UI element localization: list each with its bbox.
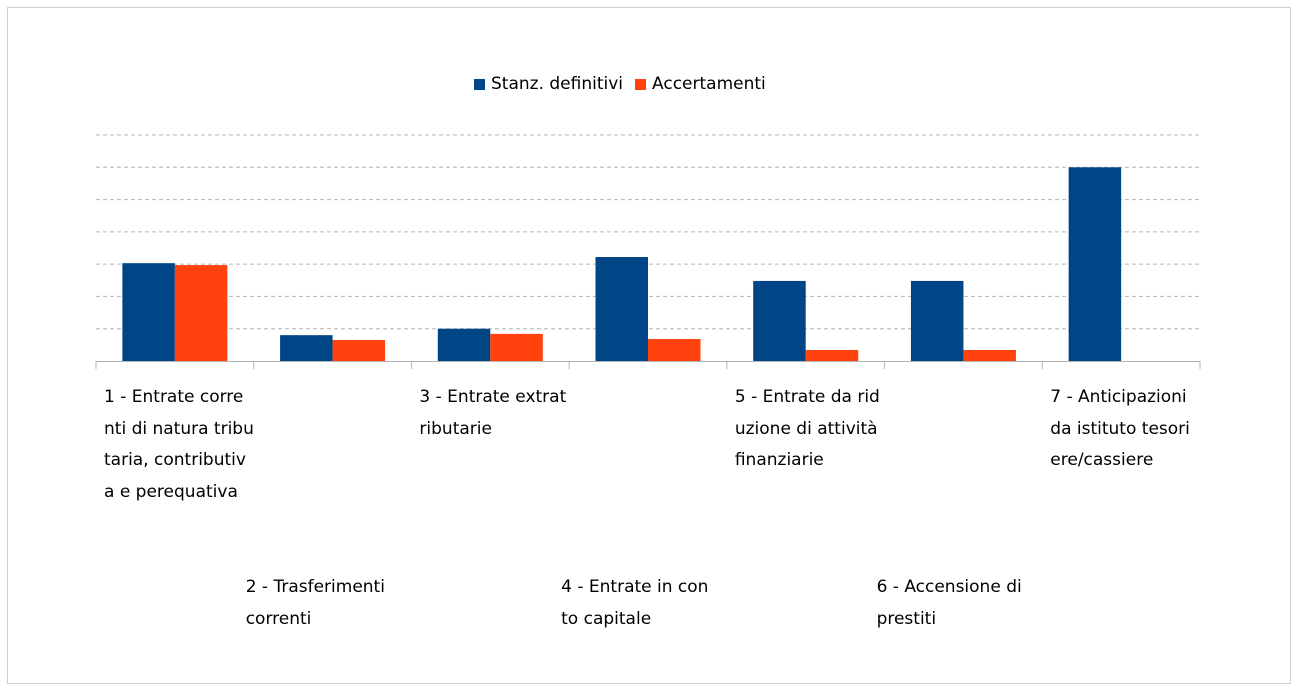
legend-label: Accertamenti	[652, 74, 766, 94]
legend-item: Stanz. definitivi	[474, 74, 623, 94]
bar	[280, 335, 333, 361]
x-tick-label: 3 - Entrate extratributarie	[419, 387, 567, 439]
legend-swatch	[474, 78, 485, 90]
bar	[648, 339, 701, 361]
legend-label: Stanz. definitivi	[491, 74, 624, 94]
x-tick-label: 1 - Entrate correnti di natura tributari…	[104, 387, 254, 502]
bar	[963, 350, 1016, 361]
bar	[437, 328, 491, 361]
bar	[122, 263, 175, 361]
bar	[332, 340, 386, 361]
bar	[910, 280, 964, 361]
bar	[1068, 167, 1122, 361]
bar	[174, 265, 228, 361]
bar	[595, 257, 648, 361]
x-tick-label: 4 - Entrate in conto capitale	[561, 577, 709, 629]
x-tick-label: 5 - Entrate da riduzione di attività fin…	[734, 387, 880, 470]
x-tick-label: 6 - Accensione di prestiti	[876, 577, 1022, 629]
legend-item: Accertamenti	[635, 74, 766, 94]
x-tick-label: 2 - Trasferimenti correnti	[245, 577, 385, 629]
bar	[753, 280, 806, 361]
x-tick-label: 7 - Anticipazioni da istituto tesoriere/…	[1050, 387, 1190, 470]
bar	[490, 333, 543, 361]
legend-swatch	[635, 78, 647, 90]
legend: Stanz. definitivi Accertamenti	[474, 74, 778, 94]
bar	[805, 350, 859, 361]
